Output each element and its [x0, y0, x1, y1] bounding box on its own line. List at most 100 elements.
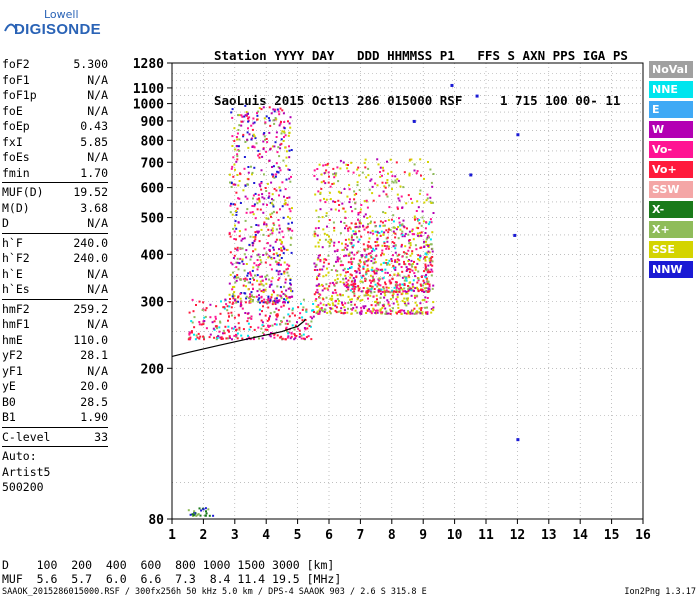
echo-point [424, 227, 427, 230]
param-value: N/A [87, 266, 108, 281]
param-row: h`F2 240.0 [2, 251, 108, 267]
echo-point [260, 108, 263, 111]
echo-point [258, 107, 261, 110]
echo-point [365, 253, 368, 256]
echo-point [394, 244, 397, 247]
echo-point [283, 136, 285, 138]
param-value: N/A [87, 216, 108, 230]
echo-point [376, 241, 379, 244]
echo-point [288, 207, 291, 210]
echo-point [233, 230, 236, 233]
echo-point [279, 239, 282, 242]
echo-point [284, 338, 287, 341]
echo-point [323, 310, 326, 313]
echo-point [429, 261, 432, 264]
echo-point [371, 275, 374, 278]
echo-point [201, 309, 204, 311]
echo-point [229, 204, 232, 207]
echo-point [403, 235, 406, 238]
echo-point [384, 283, 387, 286]
echo-point [516, 133, 520, 137]
echo-point [236, 246, 239, 249]
echo-point [393, 226, 396, 229]
echo-point [373, 261, 376, 264]
echo-point [315, 311, 318, 314]
echo-point [275, 307, 278, 310]
echo-point [291, 307, 294, 310]
echo-point [313, 174, 316, 177]
echo-point [371, 250, 374, 253]
echo-point [426, 193, 429, 196]
echo-point [419, 302, 422, 305]
echo-point [211, 321, 214, 324]
echo-point [258, 197, 260, 200]
echo-point [221, 337, 224, 340]
echo-point [353, 190, 356, 193]
echo-point [238, 328, 241, 331]
echo-point [235, 227, 238, 230]
echo-point [400, 243, 403, 246]
echo-point [231, 145, 234, 147]
echo-point [423, 201, 426, 204]
echo-point [192, 310, 195, 313]
echo-point [427, 223, 430, 226]
echo-point [376, 298, 378, 301]
echo-point [377, 303, 380, 306]
echo-point [195, 334, 198, 337]
echo-point [235, 136, 238, 138]
echo-point [291, 207, 293, 210]
echo-point [403, 287, 406, 290]
echo-point [409, 268, 412, 271]
echo-point [344, 227, 346, 230]
echo-point [424, 232, 427, 234]
echo-point [339, 273, 342, 276]
echo-point [240, 239, 243, 242]
echo-point [236, 138, 239, 141]
echo-point [353, 282, 356, 285]
echo-point [412, 279, 415, 282]
echo-point [384, 294, 387, 297]
echo-point [396, 261, 399, 264]
echo-point [262, 284, 265, 287]
echo-point [354, 270, 357, 272]
echo-point [280, 263, 282, 266]
echo-point [400, 195, 403, 198]
x-tick-label: 4 [262, 528, 270, 543]
echo-point [374, 241, 377, 243]
param-name: B1 [2, 410, 16, 424]
echo-point [198, 323, 201, 326]
param-name: h`F [2, 235, 23, 250]
echo-point [420, 309, 423, 312]
echo-point [347, 268, 350, 270]
echo-point [287, 287, 290, 290]
echo-point [351, 288, 354, 290]
echo-point [245, 285, 247, 288]
echo-point [427, 287, 430, 290]
echo-point [284, 293, 287, 296]
echo-point [346, 244, 349, 247]
echo-point [352, 277, 355, 280]
echo-point [384, 212, 387, 214]
echo-point [207, 508, 210, 511]
echo-point [369, 245, 372, 248]
param-value: 5.85 [80, 134, 108, 149]
echo-point [382, 211, 385, 214]
echo-point [199, 335, 202, 338]
echo-point [270, 202, 273, 205]
echo-point [322, 265, 325, 268]
echo-point [281, 181, 284, 184]
echo-point [416, 304, 418, 307]
param-separator [2, 298, 108, 300]
echo-point [294, 334, 296, 337]
param-separator [2, 182, 108, 183]
echo-point [230, 261, 233, 264]
echo-point [391, 310, 394, 313]
echo-point [358, 238, 361, 241]
echo-point [392, 181, 395, 184]
echo-point [265, 190, 268, 192]
legend-item-nnw: NNW [649, 261, 693, 278]
echo-point [350, 301, 353, 303]
echo-point [355, 270, 358, 273]
echo-point [258, 240, 261, 243]
echo-point [368, 308, 370, 311]
